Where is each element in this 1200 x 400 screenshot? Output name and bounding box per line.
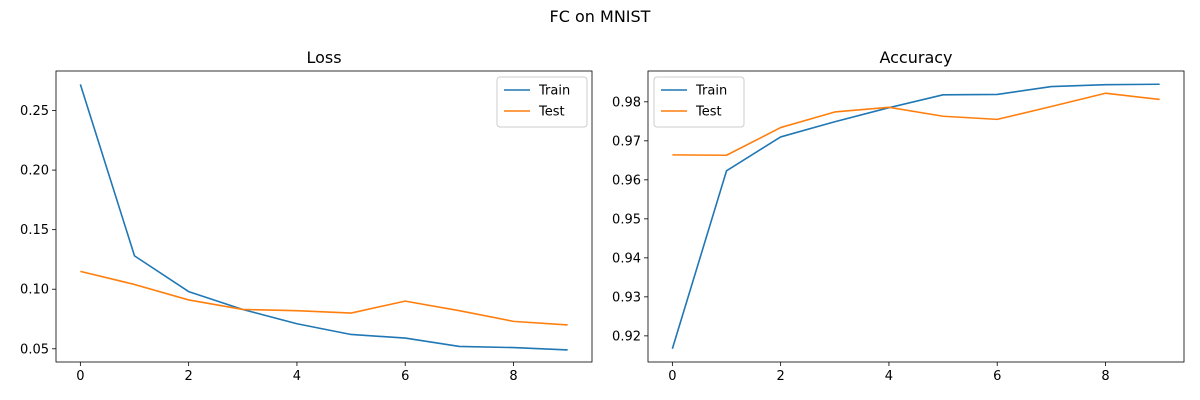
accuracy-ytick-label: 0.93	[612, 290, 641, 305]
accuracy-ytick-label: 0.95	[612, 212, 641, 227]
loss-title: Loss	[306, 48, 341, 67]
accuracy-legend-test-label: Test	[695, 105, 722, 120]
loss-ytick-label: 0.20	[20, 164, 49, 179]
accuracy-ytick-label: 0.98	[612, 95, 641, 110]
loss-xtick-label: 0	[76, 369, 84, 384]
accuracy-test-line	[672, 92, 1160, 157]
loss-panel: Loss 0 2 4 6 8 0.05 0.10 0.15 0.20 0.25 Train Test	[20, 48, 593, 384]
loss-ytick-label: 0.10	[20, 283, 49, 298]
accuracy-ytick-label: 0.92	[612, 329, 641, 344]
accuracy-train-line	[671, 83, 1160, 349]
loss-test-line	[80, 270, 568, 326]
loss-xtick-label: 6	[401, 369, 409, 384]
accuracy-xtick-label: 0	[668, 369, 676, 384]
accuracy-ytick-label: 0.94	[612, 251, 641, 266]
loss-xtick-label: 8	[509, 369, 517, 384]
accuracy-panel: Accuracy 0 2 4 6 8 0.92 0.93 0.94 0.95 0.96 0.97 0.9…	[612, 48, 1185, 384]
figure-suptitle: FC on MNIST	[550, 7, 651, 26]
loss-legend-test-label: Test	[538, 105, 565, 120]
loss-xtick-label: 2	[185, 369, 193, 384]
loss-xtick-label: 4	[293, 369, 301, 384]
accuracy-axes-frame	[647, 70, 1185, 363]
accuracy-legend: Train Test	[653, 76, 745, 128]
accuracy-xtick-label: 2	[777, 369, 785, 384]
accuracy-ytick-label: 0.97	[612, 134, 641, 149]
loss-ytick-label: 0.15	[20, 223, 49, 238]
loss-axes-frame	[55, 70, 593, 363]
accuracy-title: Accuracy	[879, 48, 952, 67]
accuracy-xtick-label: 6	[993, 369, 1001, 384]
accuracy-xtick-label: 4	[885, 369, 893, 384]
loss-ytick-label: 0.05	[20, 342, 49, 357]
accuracy-ytick-label: 0.96	[612, 173, 641, 188]
loss-legend: Train Test	[496, 76, 588, 128]
loss-ytick-label: 0.25	[20, 104, 49, 119]
loss-train-line	[79, 84, 568, 351]
loss-legend-train-label: Train	[538, 84, 570, 99]
accuracy-legend-train-label: Train	[695, 84, 727, 99]
accuracy-xtick-label: 8	[1101, 369, 1109, 384]
